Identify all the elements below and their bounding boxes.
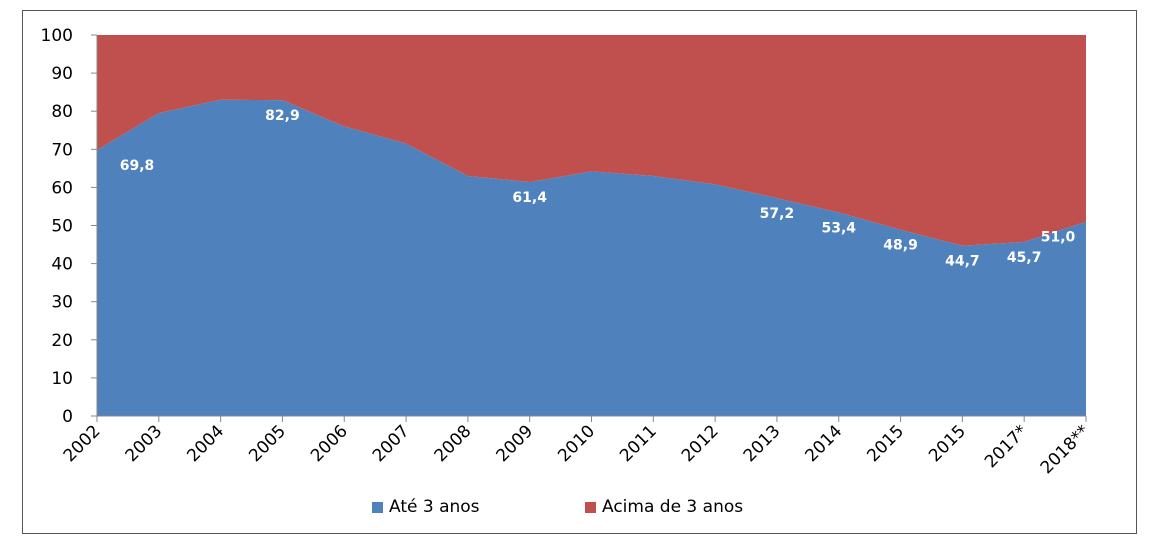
data-label: 57,2 <box>760 206 795 222</box>
legend-item-acima-de-3-anos: Acima de 3 anos <box>585 497 743 517</box>
x-tick-label: 2012 <box>678 421 723 466</box>
x-tick-label: 2005 <box>245 421 290 466</box>
legend-label: Até 3 anos <box>389 497 480 517</box>
x-tick-label: 2007 <box>369 421 414 466</box>
legend-item-ate-3-anos: Até 3 anos <box>372 497 480 517</box>
x-tick-label: 2010 <box>554 421 599 466</box>
x-tick-label: 2004 <box>183 421 228 466</box>
y-tick-label: 10 <box>51 369 73 389</box>
x-tick-label: 2006 <box>307 421 352 466</box>
legend-swatch <box>585 501 596 513</box>
x-tick-label: 2018** <box>1037 421 1094 478</box>
x-tick-label: 2017* <box>981 421 1032 472</box>
x-tick-label: 2003 <box>122 421 167 466</box>
data-label: 48,9 <box>883 238 918 254</box>
y-tick-label: 30 <box>51 293 73 313</box>
y-tick-label: 40 <box>51 255 73 275</box>
x-tick-label: 2011 <box>616 421 661 466</box>
y-tick-label: 50 <box>51 217 73 237</box>
y-tick-label: 90 <box>51 64 73 84</box>
data-label: 51,0 <box>1041 230 1076 246</box>
x-tick-label: 2014 <box>802 421 847 466</box>
data-label: 69,8 <box>120 158 155 174</box>
legend-swatch <box>372 501 383 513</box>
data-label: 45,7 <box>1007 250 1042 266</box>
x-tick-label: 2008 <box>431 421 476 466</box>
x-tick-label: 2015 <box>925 421 970 466</box>
y-tick-label: 70 <box>51 140 73 160</box>
data-label: 53,4 <box>821 221 856 237</box>
y-tick-label: 80 <box>51 102 73 122</box>
x-tick-label: 2013 <box>740 421 785 466</box>
data-label: 82,9 <box>265 108 300 124</box>
legend-label: Acima de 3 anos <box>602 497 744 517</box>
data-label: 61,4 <box>512 190 547 206</box>
y-tick-label: 100 <box>41 26 73 46</box>
area-ate-3-anos <box>97 99 1086 417</box>
area-acima-de-3-anos <box>97 35 1086 246</box>
chart-frame <box>22 10 1137 534</box>
x-tick-label: 2009 <box>492 421 537 466</box>
y-tick-label: 0 <box>62 407 73 427</box>
y-tick-label: 60 <box>51 178 73 198</box>
x-tick-label: 2002 <box>60 421 105 466</box>
data-label: 44,7 <box>945 254 980 270</box>
x-tick-label: 2015 <box>863 421 908 466</box>
y-tick-label: 20 <box>51 331 73 351</box>
